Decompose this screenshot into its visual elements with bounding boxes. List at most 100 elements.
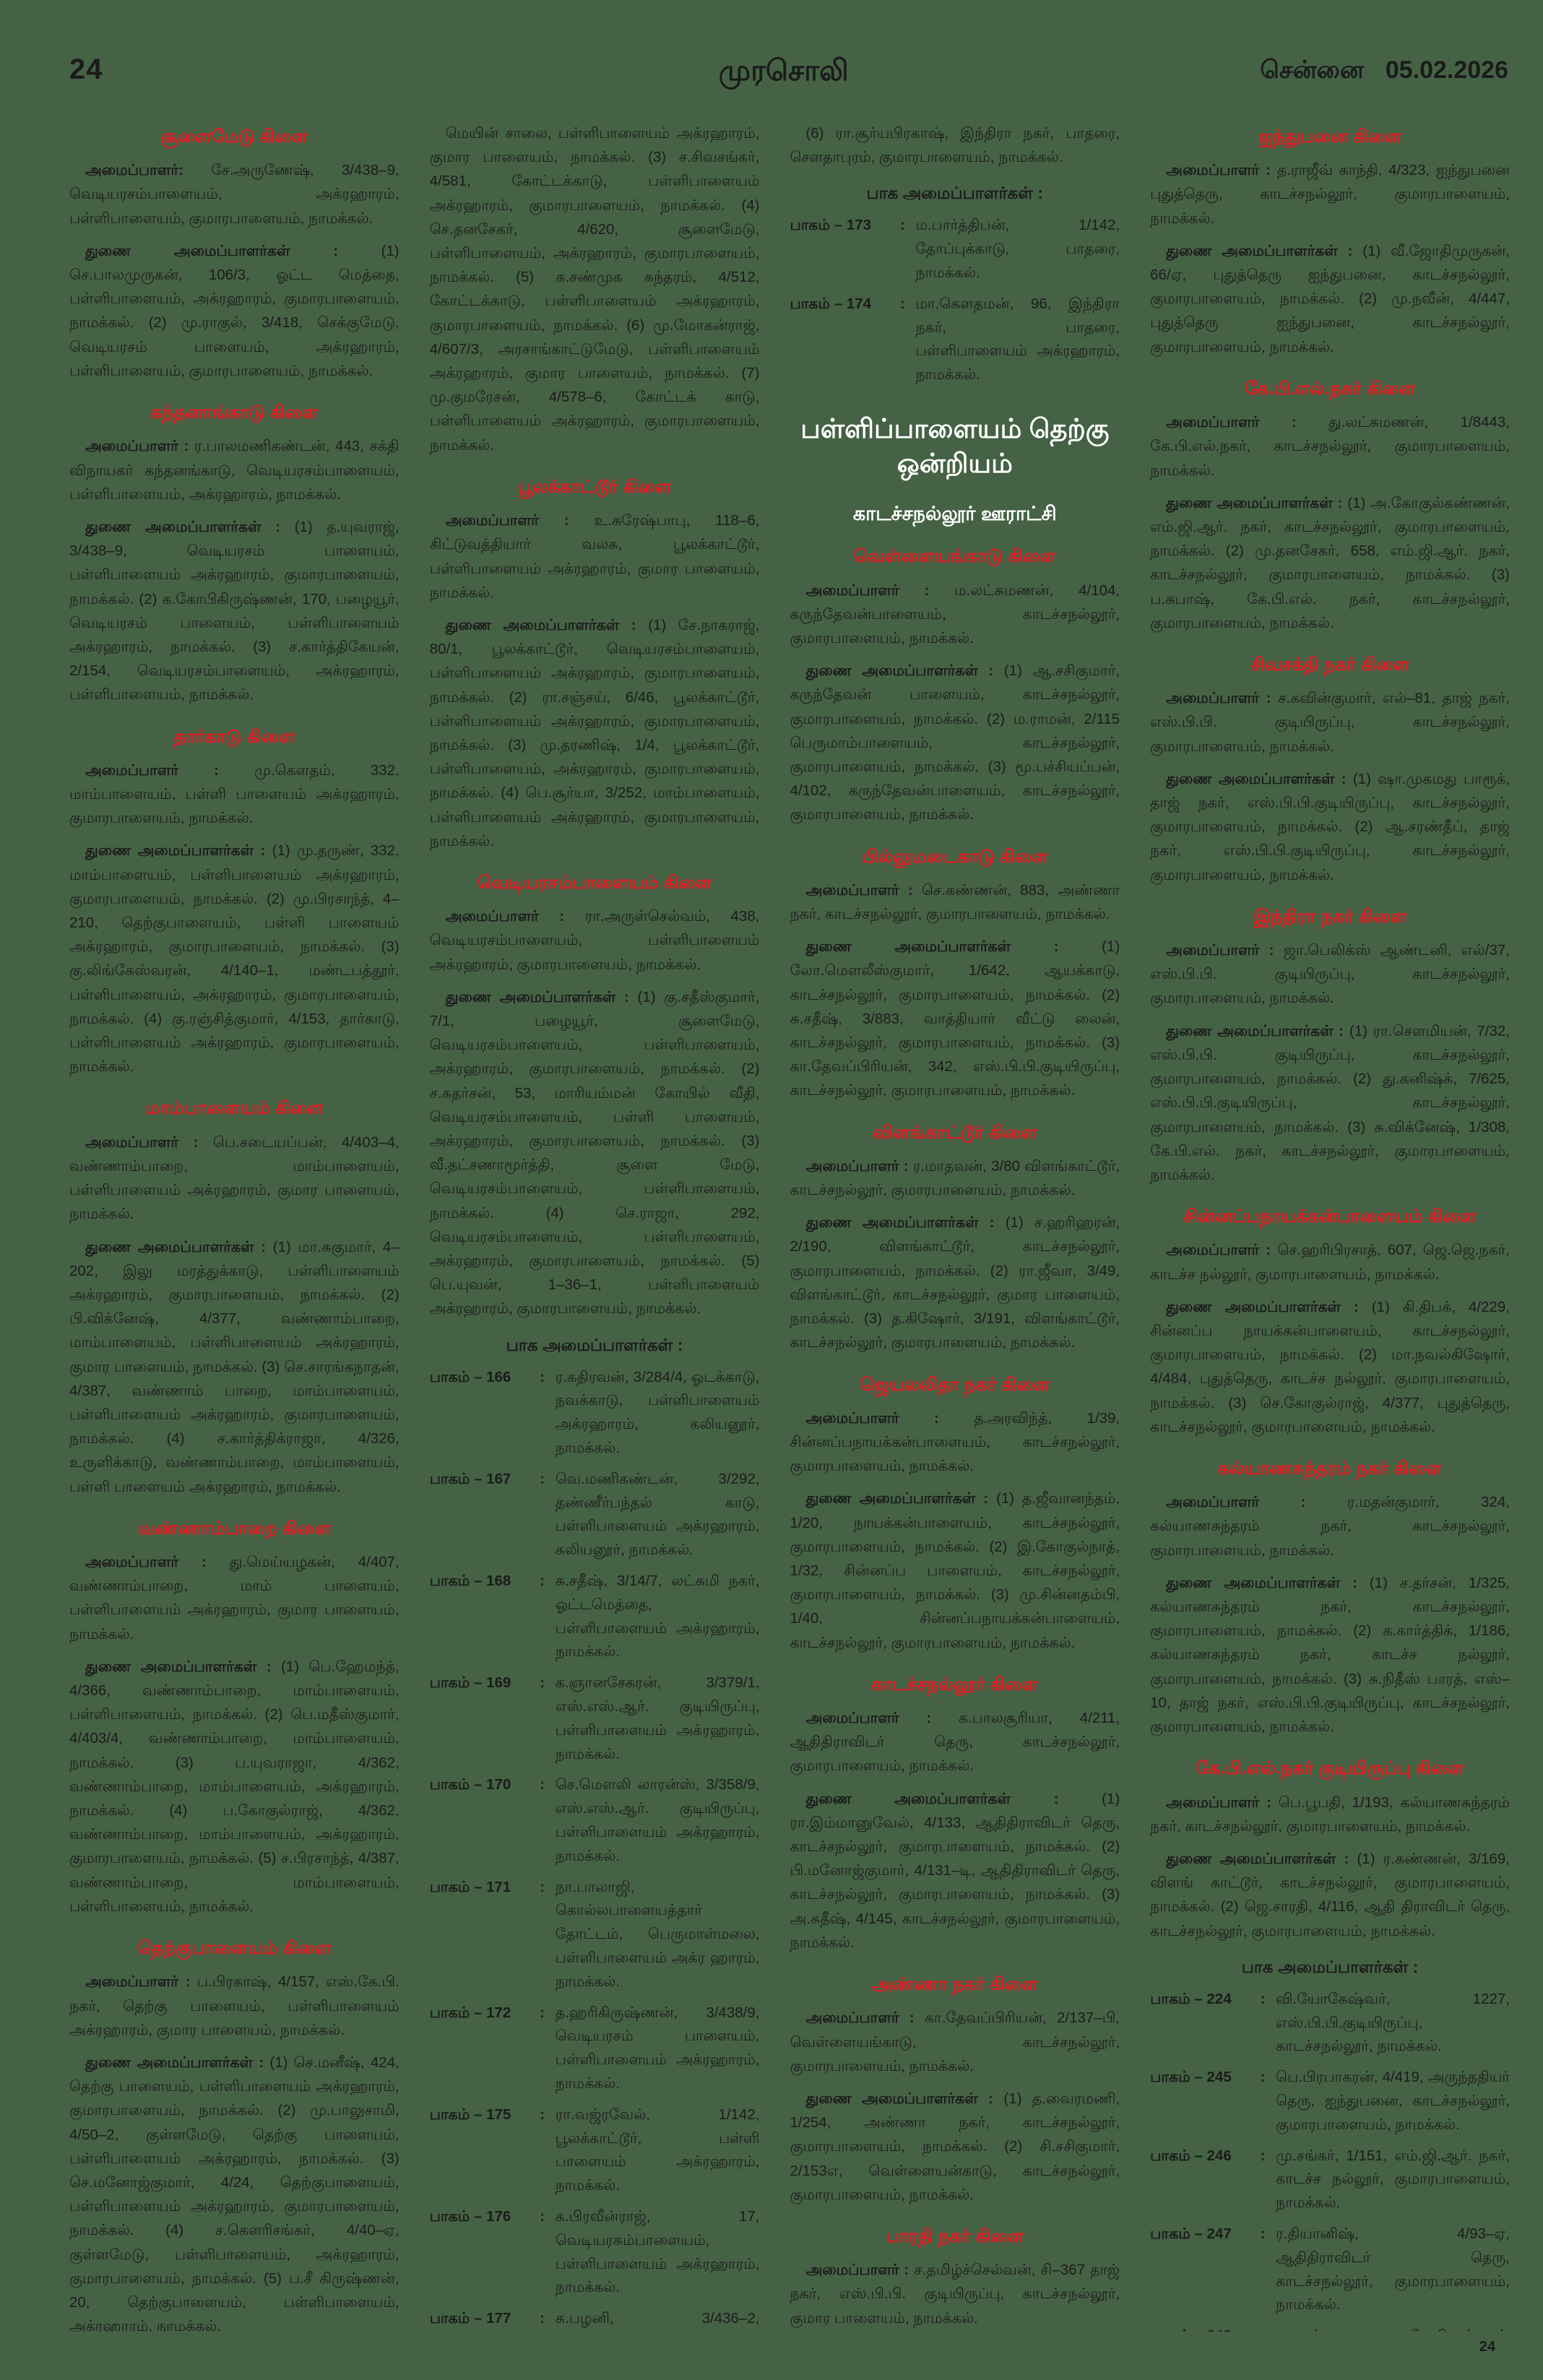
paragraph-text: (1) செ.மனீஷ், 424, தெற்கு பாளையம், பள்ளி… (69, 2054, 399, 2332)
part-text: ரா.வஜ்ரவேல், 1/142, பூலக்காட்டூர், பள்ளி… (555, 2106, 760, 2194)
part-text: ர.மதன், கே.பி.எல்.நகர், காடச்சநல்லூர், க… (1276, 2324, 1510, 2332)
paragraph-lead: அமைப்பாளர் : (1166, 1494, 1306, 1511)
organizer-paragraph: அமைப்பாளர் : ம.லட்சுமணன், 4/104, கருந்தே… (790, 579, 1120, 651)
part-label: பாகம் – 247 (1150, 2225, 1232, 2242)
organizer-paragraph: துணை அமைப்பாளர்கள் : (1) செ.பாலமுருகன், … (69, 239, 399, 383)
part-entry: பாகம் – 175: ரா.வஜ்ரவேல், 1/142, பூலக்காட… (430, 2103, 760, 2198)
organizer-paragraph: துணை அமைப்பாளர்கள் : (1) த.யுவராஜ், 3/43… (69, 515, 399, 707)
part-colon: : (540, 1776, 545, 1793)
paragraph-text: (1) அ.கோகுல்கண்ணன், எம்.ஜி.ஆர். நகர், கா… (1150, 494, 1510, 631)
part-entry: பாகம் – 176: க.பிரவீன்ராஜ், 17, வெடியரசும… (430, 2205, 760, 2300)
branch-heading: ஐந்துபனை கிளை (1258, 126, 1402, 147)
organizer-paragraph: அமைப்பாளர் : ஜா.பெலிக்ஸ் ஆண்டனி, எல்/37,… (1150, 938, 1510, 1011)
paragraph-lead: துணை அமைப்பாளர்கள் : (1166, 1850, 1349, 1867)
paragraph-lead: அமைப்பாளர் : (805, 1710, 932, 1727)
organizer-paragraph: அமைப்பாளர் : ர.மதன்குமார், 324, கல்யாணசு… (1150, 1490, 1510, 1562)
page-number: 24 (69, 53, 103, 85)
branch-heading: சிவசக்தி நகர் கிளை (1250, 654, 1409, 675)
part-label: பாகம் – 224 (1150, 1990, 1232, 2007)
paragraph-lead: அமைப்பாளர் : (805, 2009, 915, 2027)
organizer-paragraph: துணை அமைப்பாளர்கள் : (1) மு.தருண், 332, … (69, 839, 399, 1078)
organizer-paragraph: துணை அமைப்பாளர்கள் : (1) செ.மனீஷ், 424, … (69, 2051, 399, 2332)
paragraph-text: (1) த.யுவராஜ், 3/438–9, வெடியரசம் பாளையம… (69, 518, 399, 704)
part-entry: பாகம் – 247: ர.தியானிஷ், 4/93–ஏ, ஆதிதிராவ… (1150, 2223, 1510, 2317)
part-text: சு.சதீஷ், 3/14/7, லட்சுமி நகர், ஓட்டமெத்… (555, 1572, 760, 1661)
branch-heading: கந்தனாங்காடு கிளை (150, 402, 319, 423)
part-text: செ.மௌலி லாரன்ஸ், 3/358/9, எஸ்.எஸ்.ஆர். க… (555, 1776, 760, 1864)
paragraph-text: (1) செ.பாலமுருகன், 106/3, ஓட்ட மெத்தை, ப… (69, 242, 399, 379)
organizer-paragraph: அமைப்பாளர் : செ.கண்ணன், 883, அண்ணா நகர்,… (790, 878, 1120, 926)
organizer-paragraph: அமைப்பாளர் : மு.கௌதம், 332, மாம்பாளையம்,… (69, 758, 399, 831)
paragraph-lead: துணை அமைப்பாளர்கள் : (1166, 1574, 1357, 1591)
paragraph-text: து.லட்சுமணன், 1/8443, கே.பி.எல்.நகர், கா… (1150, 414, 1510, 479)
column-3: (6) ரா.சூர்யபிரகாஷ், இந்திரா நகர், பாதரை… (790, 121, 1120, 2332)
part-organizers-subhead: பாக அமைப்பாளர்கள் : (1241, 1957, 1419, 1976)
paragraph-lead: துணை அமைப்பாளர்கள் : (1166, 494, 1343, 511)
edition-box: சென்னை 05.02.2026 (1260, 56, 1508, 87)
part-entry: பாகம் – 245: பெ.பிரபாகரன், 4/419, அருந்தத… (1150, 2066, 1510, 2137)
branch-heading: காடச்சநல்லூர் கிளை (871, 1674, 1039, 1695)
paragraph-text: செ.ஹரிபிரசாத், 607, ஜெ.ஜெ.நகர், காடச்ச ந… (1150, 1242, 1510, 1283)
union-heading: காடச்சநல்லூர் ஊராட்சி (852, 503, 1057, 525)
paragraph-lead: துணை அமைப்பாளர்கள் : (445, 988, 629, 1005)
part-organizers-subhead: பாக அமைப்பாளர்கள் : (506, 1335, 683, 1354)
organizer-paragraph: அமைப்பாளர் : உ.சுரேஷ்பாபு, 118–6, கிட்டு… (430, 509, 760, 605)
part-label: பாகம் – 246 (1150, 2147, 1232, 2164)
paragraph-lead: அமைப்பாளர் : (85, 1554, 207, 1570)
part-colon: : (900, 217, 905, 234)
part-colon: : (1255, 2324, 1270, 2332)
paragraph-lead: அமைப்பாளர் : (445, 908, 565, 925)
branch-heading: பாரதி நகர் கிளை (886, 2225, 1024, 2246)
organizer-paragraph: அமைப்பாளர் : ப.பிரகாஷ், 4/157, எஸ்.கே.பி… (69, 1970, 399, 2042)
paragraph-lead: துணை அமைப்பாளர்கள் : (805, 662, 994, 680)
organizer-paragraph: அமைப்பாளர் : து.மெய்யழகன், 4/407, வண்ணாம… (69, 1550, 399, 1646)
branch-heading: கே.பி.எல்.நகர் குடியிருப்பு கிளை (1196, 1758, 1464, 1779)
branch-heading: சூளைமேடு கிளை (160, 126, 308, 147)
branch-heading: வெள்ளையங்காடு கிளை (853, 546, 1057, 567)
paragraph-text: (1) மு.தருண், 332, மாம்பாளையம், பள்ளிபாள… (69, 842, 399, 1076)
organizer-paragraph: அமைப்பாளர் : து.லட்சுமணன், 1/8443, கே.பி… (1150, 410, 1510, 483)
part-entry: பாகம் – 246: மு.சங்கர், 1/151, எம்.ஜி.ஆர்… (1150, 2145, 1510, 2215)
paragraph-lead: துணை அமைப்பாளர்கள் : (805, 1790, 1059, 1807)
branch-heading: தார்காடு கிளை (173, 726, 295, 747)
paragraph-text: (1) த.வைரமணி, 1/254, அண்ணா நகர், காடச்சந… (790, 2090, 1120, 2203)
paragraph-lead: அமைப்பாளர் : (805, 1409, 939, 1427)
part-colon: : (1260, 2147, 1266, 2164)
paragraph-text: (1) ச.தர்சன், 1/325, கல்யாணசுந்தரம் நகர்… (1150, 1574, 1510, 1736)
paragraph-lead: துணை அமைப்பாளர்கள் : (85, 2054, 264, 2071)
paragraph-text: ச.தமிழ்ச்செல்வன், சி–367 தாஜ் நகர், எஸ்.… (790, 2262, 1120, 2327)
branch-heading: வண்ணாம்பாறை கிளை (138, 1518, 331, 1539)
paragraph-text: பெ.சடையப்பன், 4/403–4, வண்ணாம்பாறை, மாம்… (69, 1133, 399, 1223)
paragraph-lead: அமைப்பாளர் : (805, 2262, 909, 2279)
part-colon: : (540, 1470, 545, 1487)
part-label: பாகம் – 172 (429, 2004, 511, 2021)
paragraph-text: செ.கண்ணன், 883, அண்ணா நகர், காடச்சநல்லூர… (790, 881, 1120, 922)
masthead: முரசொலி (718, 55, 849, 87)
paragraph-text: (1) ரா.இம்மானுவேல், 4/133, ஆதிதிராவிடர் … (790, 1790, 1120, 1951)
part-label: பாகம் – 173 (790, 217, 872, 234)
part-text: மா.கௌதமன், 96, இந்திரா நகர், பாதரை, பள்ள… (915, 295, 1120, 384)
paragraph-lead: அமைப்பாளர் : (1166, 942, 1274, 959)
part-colon: : (900, 295, 905, 312)
branch-heading: பூலக்காட்டூர் கிளை (517, 476, 672, 497)
part-label: பாகம் – 248 (1150, 2324, 1250, 2332)
paragraph-lead: அமைப்பாளர் : (1166, 162, 1271, 179)
part-entry: பாகம் – 174: மா.கௌதமன், 96, இந்திரா நகர்,… (790, 293, 1120, 387)
paragraph-lead: துணை அமைப்பாளர்கள் : (1166, 770, 1347, 787)
paragraph-text: ம.லட்சுமணன், 4/104, கருந்தேவன்பாளையம், க… (790, 581, 1120, 646)
part-text: க.பிரவீன்ராஜ், 17, வெடியரசும்பாளையம், பள… (555, 2207, 760, 2296)
paragraph-text: கா.தேவப்பிரியன், 2/137–பி, வெள்ளையங்காடு… (790, 2009, 1120, 2074)
organizer-paragraph: துணை அமைப்பாளர்கள் : (1) ர.கண்ணன், 3/169… (1150, 1847, 1510, 1943)
part-entry: பாகம் – 169: க.ஞானசேகரன், 3/379/1, எஸ்.எஸ… (430, 1671, 760, 1766)
part-text: ர.தியானிஷ், 4/93–ஏ, ஆதிதிராவிடர் தெரு, க… (1276, 2225, 1510, 2314)
part-colon: : (540, 2207, 545, 2225)
paragraph-text: (1) ர.கண்ணன், 3/169, விளங் காட்டூர், காட… (1150, 1850, 1510, 1939)
paragraph-text: ப.பிரகாஷ், 4/157, எஸ்.கே.பி. நகர், தெற்க… (69, 1973, 399, 2038)
organizer-paragraph: துணை அமைப்பாளர்கள் : (1) ஷா.முகமது பாரூக… (1150, 767, 1510, 887)
page-header: 24 முரசொலி சென்னை 05.02.2026 (69, 53, 1508, 94)
organizer-paragraph: அமைப்பாளர் : செ.ஹரிபிரசாத், 607, ஜெ.ஜெ.ந… (1150, 1238, 1510, 1286)
organizer-paragraph: துணை அமைப்பாளர்கள் : (1) ச.தர்சன், 1/325… (1150, 1571, 1510, 1739)
paragraph-text: (1) ஆ.சசிகுமார், கருந்தேவன் பாளையம், காட… (790, 662, 1120, 823)
paragraph-lead: அமைப்பாளர் : (805, 881, 913, 899)
part-entry: பாகம் – 173: ம.பார்த்திபன், 1/142, தோப்பு… (790, 214, 1120, 285)
